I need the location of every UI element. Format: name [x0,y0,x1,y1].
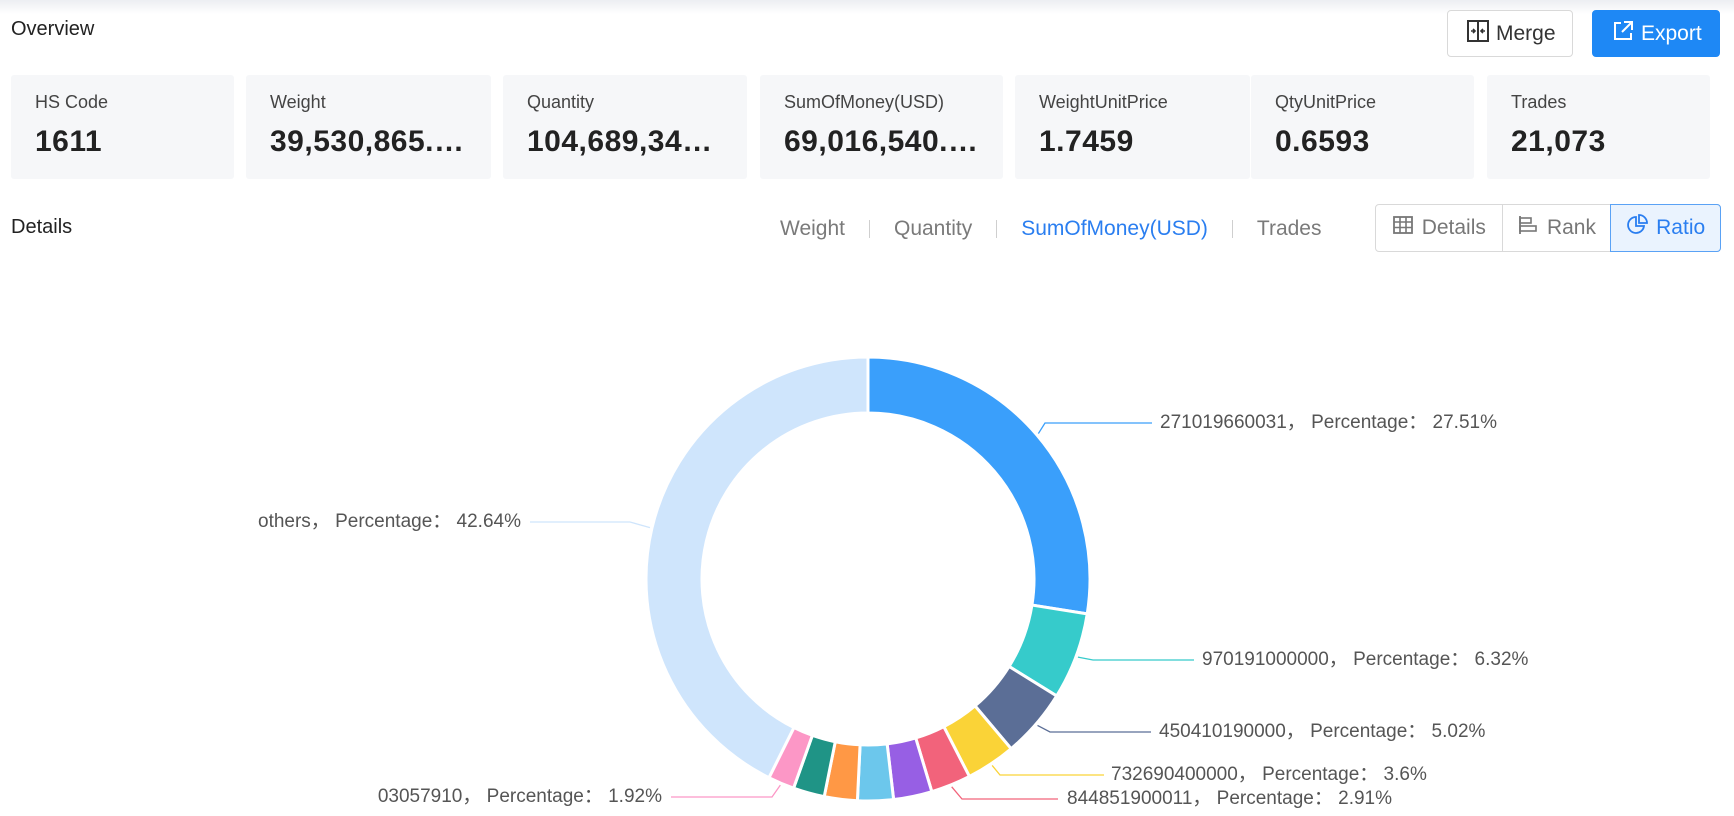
export-button[interactable]: Export [1592,10,1720,57]
export-icon [1611,19,1641,49]
slice-unlabeled-6[interactable] [855,742,896,803]
metric-tabs: Weight Quantity SumOfMoney(USD) Trades [780,214,1322,244]
label-leader-line [530,521,651,529]
stat-card-weight-unit-price: WeightUnitPrice 1.7459 [1015,75,1250,179]
label-leader-line [1037,422,1152,434]
top-shadow [0,0,1734,14]
export-label: Export [1641,21,1702,45]
view-ratio-button[interactable]: Ratio [1610,204,1721,252]
stat-card-weight: Weight 39,530,865.… [246,75,491,179]
stat-label: SumOfMoney(USD) [784,92,945,112]
tab-quantity[interactable]: Quantity [893,217,973,240]
slice-label-others: others， Percentage： 42.64% [258,511,521,532]
label-leader-line [991,765,1104,776]
slice-others[interactable] [644,355,870,780]
merge-label: Merge [1496,21,1556,45]
stat-label: WeightUnitPrice [1039,92,1168,112]
view-details-label: Details [1421,216,1486,239]
slice-271019660031[interactable] [866,355,1092,616]
stat-label: Weight [270,92,326,112]
view-ratio-label: Ratio [1656,216,1706,239]
stat-label: HS Code [35,92,109,112]
slice-label-450410190000: 450410190000， Percentage： 5.02% [1159,721,1486,742]
merge-icon [1466,19,1496,49]
tab-weight[interactable]: Weight [780,217,845,240]
slice-label-03057910: 03057910， Percentage： 1.92% [378,786,662,807]
stat-card-sum-of-money: SumOfMoney(USD) 69,016,540.… [760,75,1003,179]
stat-label: Trades [1511,92,1567,112]
slice-label-271019660031: 271019660031， Percentage： 27.51% [1160,412,1497,433]
stat-card-qty-unit-price: QtyUnitPrice 0.6593 [1251,75,1474,179]
bar-rank-icon [1517,214,1547,242]
label-leader-line [1037,724,1151,733]
slice-label-844851900011: 844851900011， Percentage： 2.91% [1067,788,1392,809]
tab-divider [996,220,998,238]
tab-divider [1231,220,1233,238]
stat-card-quantity: Quantity 104,689,343… [503,75,747,179]
view-details-button[interactable]: Details [1376,205,1502,251]
overview-title: Overview [11,18,95,40]
details-title: Details [11,216,73,238]
stat-card-trades: Trades 21,073 [1487,75,1710,179]
pie-chart-icon [1626,214,1656,242]
table-icon [1392,214,1422,242]
view-toggle: Details Rank Ratio [1375,204,1721,252]
slice-label-732690400000: 732690400000， Percentage： 3.6% [1111,764,1427,785]
tab-sum-of-money[interactable]: SumOfMoney(USD) [1021,217,1208,240]
stat-card-hs-code: HS Code 1611 [11,75,234,179]
merge-button[interactable]: Merge [1447,10,1573,57]
view-rank-button[interactable]: Rank [1501,205,1611,251]
tab-trades[interactable]: Trades [1256,217,1322,240]
view-rank-label: Rank [1546,216,1596,239]
label-leader-line [951,786,1058,800]
label-leader-line [1077,656,1194,661]
slice-label-970191000000: 970191000000， Percentage： 6.32% [1202,649,1529,670]
label-leader-line [671,784,781,798]
stat-label: Quantity [527,92,595,112]
tab-divider [868,220,870,238]
stat-label: QtyUnitPrice [1275,92,1377,112]
